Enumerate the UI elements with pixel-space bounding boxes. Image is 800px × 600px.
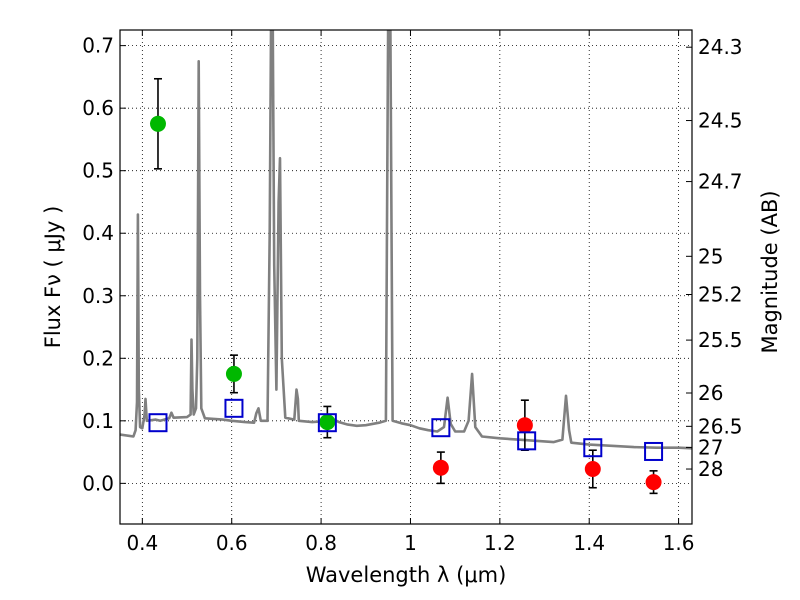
model-point (148, 413, 168, 433)
y-tick-label: 0.2 (82, 346, 114, 370)
data-point (225, 365, 242, 382)
model-point (431, 418, 451, 438)
data-point (516, 417, 533, 434)
y2-axis-title: Magnitude (AB) (758, 190, 782, 353)
model-point (224, 398, 244, 418)
y2-tick-label: 25.2 (698, 283, 743, 307)
x-tick-label: 0.8 (305, 531, 337, 555)
y2-tick-label: 24.5 (698, 109, 743, 133)
data-point (149, 115, 166, 132)
y2-tick-label: 26.5 (698, 414, 743, 438)
y2-tick-label: 27 (698, 435, 723, 459)
y2-tick-label: 25.5 (698, 328, 743, 352)
y-axis-title: Flux Fν ( μJy ) (41, 206, 65, 349)
model-point (517, 431, 537, 451)
y-tick-label: 0.4 (82, 221, 114, 245)
data-point (432, 459, 449, 476)
x-tick-label: 0.6 (216, 531, 248, 555)
y2-tick-label: 26 (698, 381, 723, 405)
data-point (645, 474, 662, 491)
y2-tick-label: 25 (698, 244, 723, 268)
x-tick-label: 1.6 (663, 531, 695, 555)
y2-tick-label: 24.3 (698, 35, 743, 59)
plot-area (120, 30, 692, 495)
y-tick-label: 0.6 (82, 96, 114, 120)
model-spectrum-line (120, 30, 692, 450)
x-tick-label: 1.2 (484, 531, 516, 555)
y-tick-label: 0.7 (82, 34, 114, 58)
plot-frame (119, 29, 693, 525)
x-tick-label: 1 (404, 531, 417, 555)
grid (120, 30, 692, 524)
y-tick-label: 0.0 (82, 471, 114, 495)
x-tick-label: 1.4 (573, 531, 605, 555)
y-tick-label: 0.5 (82, 159, 114, 183)
y-tick-label: 0.3 (82, 284, 114, 308)
x-axis-title: Wavelength λ (μm) (306, 563, 507, 587)
data-point (584, 460, 601, 477)
axis-ticks: 0.4 0.6 0.8 1 1.2 1.4 1.6 0.0 0.1 0.2 0.3 0.4 0.5 0.6… (82, 30, 743, 555)
y2-tick-label: 28 (698, 457, 723, 481)
model-point (317, 413, 337, 433)
y2-tick-label: 24.7 (698, 170, 743, 194)
x-tick-label: 0.4 (126, 531, 158, 555)
model-point (583, 438, 603, 458)
model-point (644, 441, 664, 461)
data-point (319, 414, 336, 431)
y-tick-label: 0.1 (82, 409, 114, 433)
